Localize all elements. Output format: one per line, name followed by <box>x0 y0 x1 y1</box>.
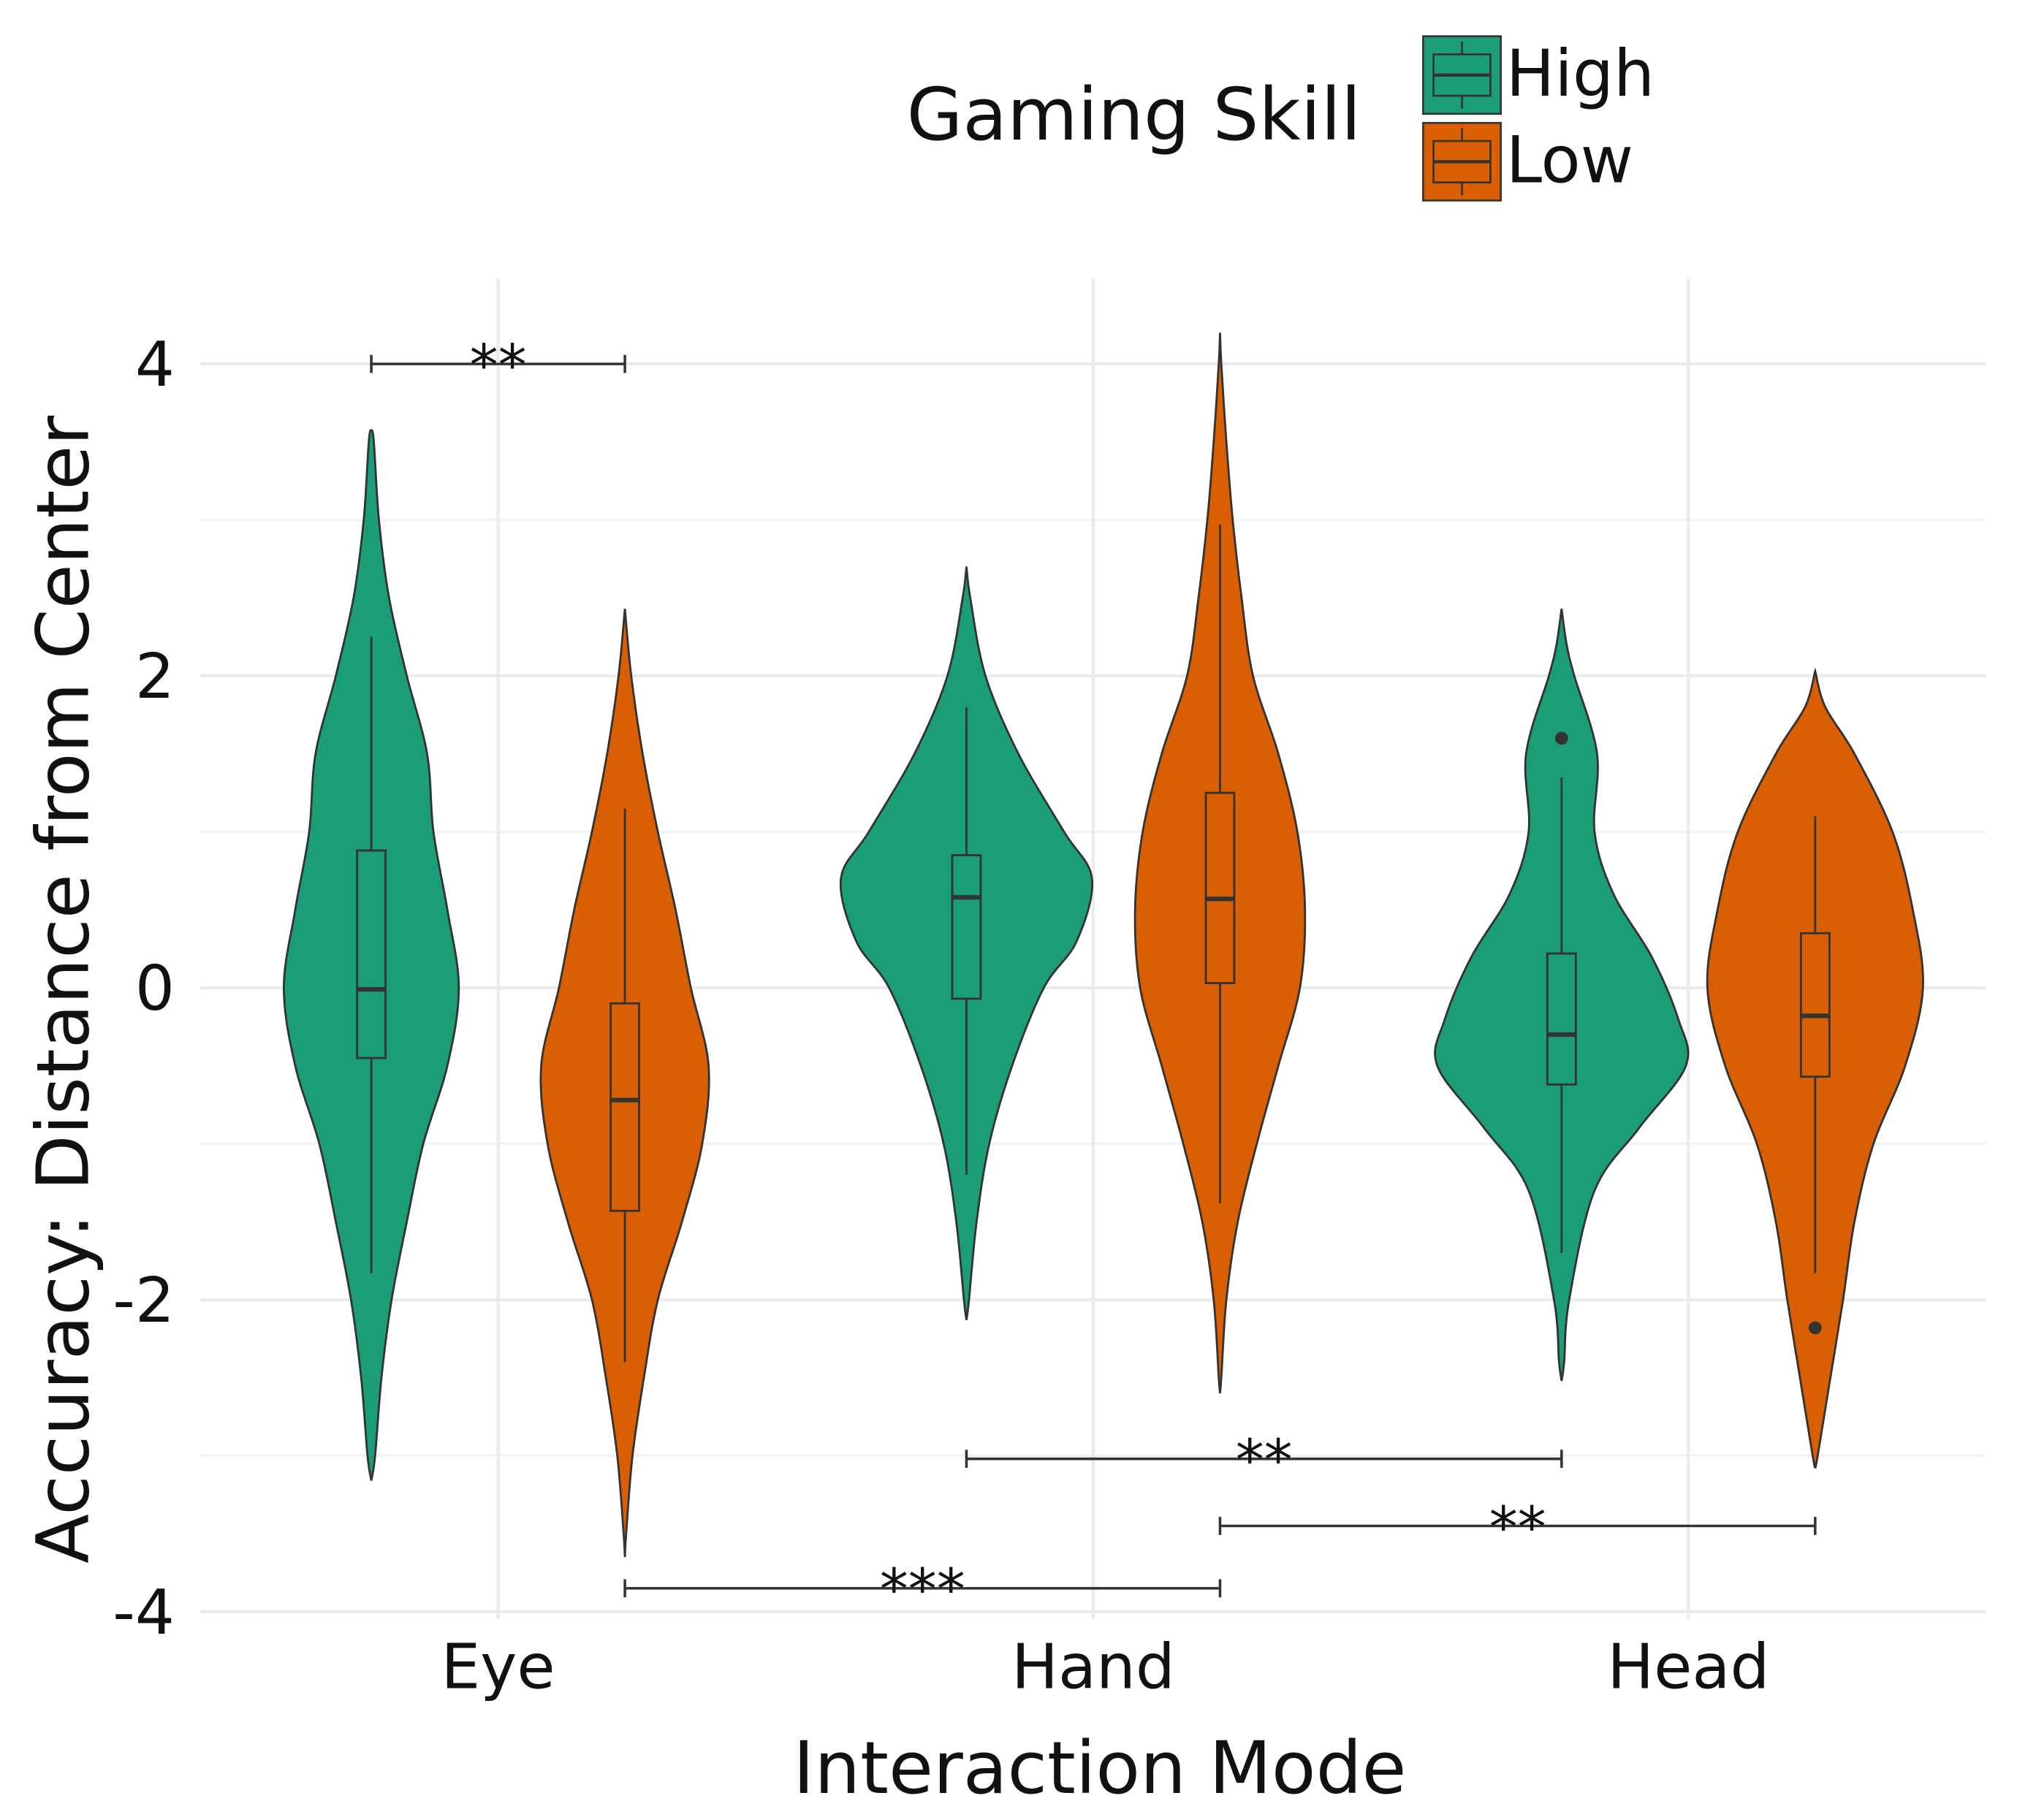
outlier <box>1554 731 1568 745</box>
box <box>1546 952 1577 1086</box>
significance-label: ** <box>1236 1428 1293 1493</box>
legend-title: Gaming Skill <box>907 73 1361 157</box>
significance-label: *** <box>880 1557 965 1623</box>
y-tick-label: -4 <box>113 1577 175 1649</box>
legend-label: High <box>1506 36 1655 111</box>
y-tick-label: 4 <box>135 329 175 401</box>
y-tick-label: 0 <box>135 953 175 1025</box>
x-axis-title: Interaction Mode <box>793 1726 1406 1811</box>
box <box>356 849 387 1059</box>
significance-bracket <box>370 354 626 373</box>
box <box>609 1002 640 1212</box>
box <box>951 854 982 1000</box>
significance-bracket <box>623 1579 1222 1598</box>
x-tick-label: Head <box>1607 1631 1769 1703</box>
legend-label: Low <box>1506 123 1633 198</box>
x-tick-label: Hand <box>1011 1631 1175 1703</box>
significance-bracket <box>965 1450 1563 1469</box>
significance-label: ** <box>1489 1495 1546 1561</box>
box <box>1799 932 1831 1078</box>
y-axis-title: Accuracy: Distance from Center <box>21 416 105 1564</box>
box <box>1204 791 1236 984</box>
x-tick-label: Eye <box>441 1631 555 1703</box>
significance-bracket <box>1218 1517 1817 1535</box>
outlier <box>1808 1321 1822 1335</box>
significance-label: ** <box>470 332 527 398</box>
y-tick-label: -2 <box>113 1265 175 1337</box>
y-tick-label: 2 <box>135 641 175 713</box>
